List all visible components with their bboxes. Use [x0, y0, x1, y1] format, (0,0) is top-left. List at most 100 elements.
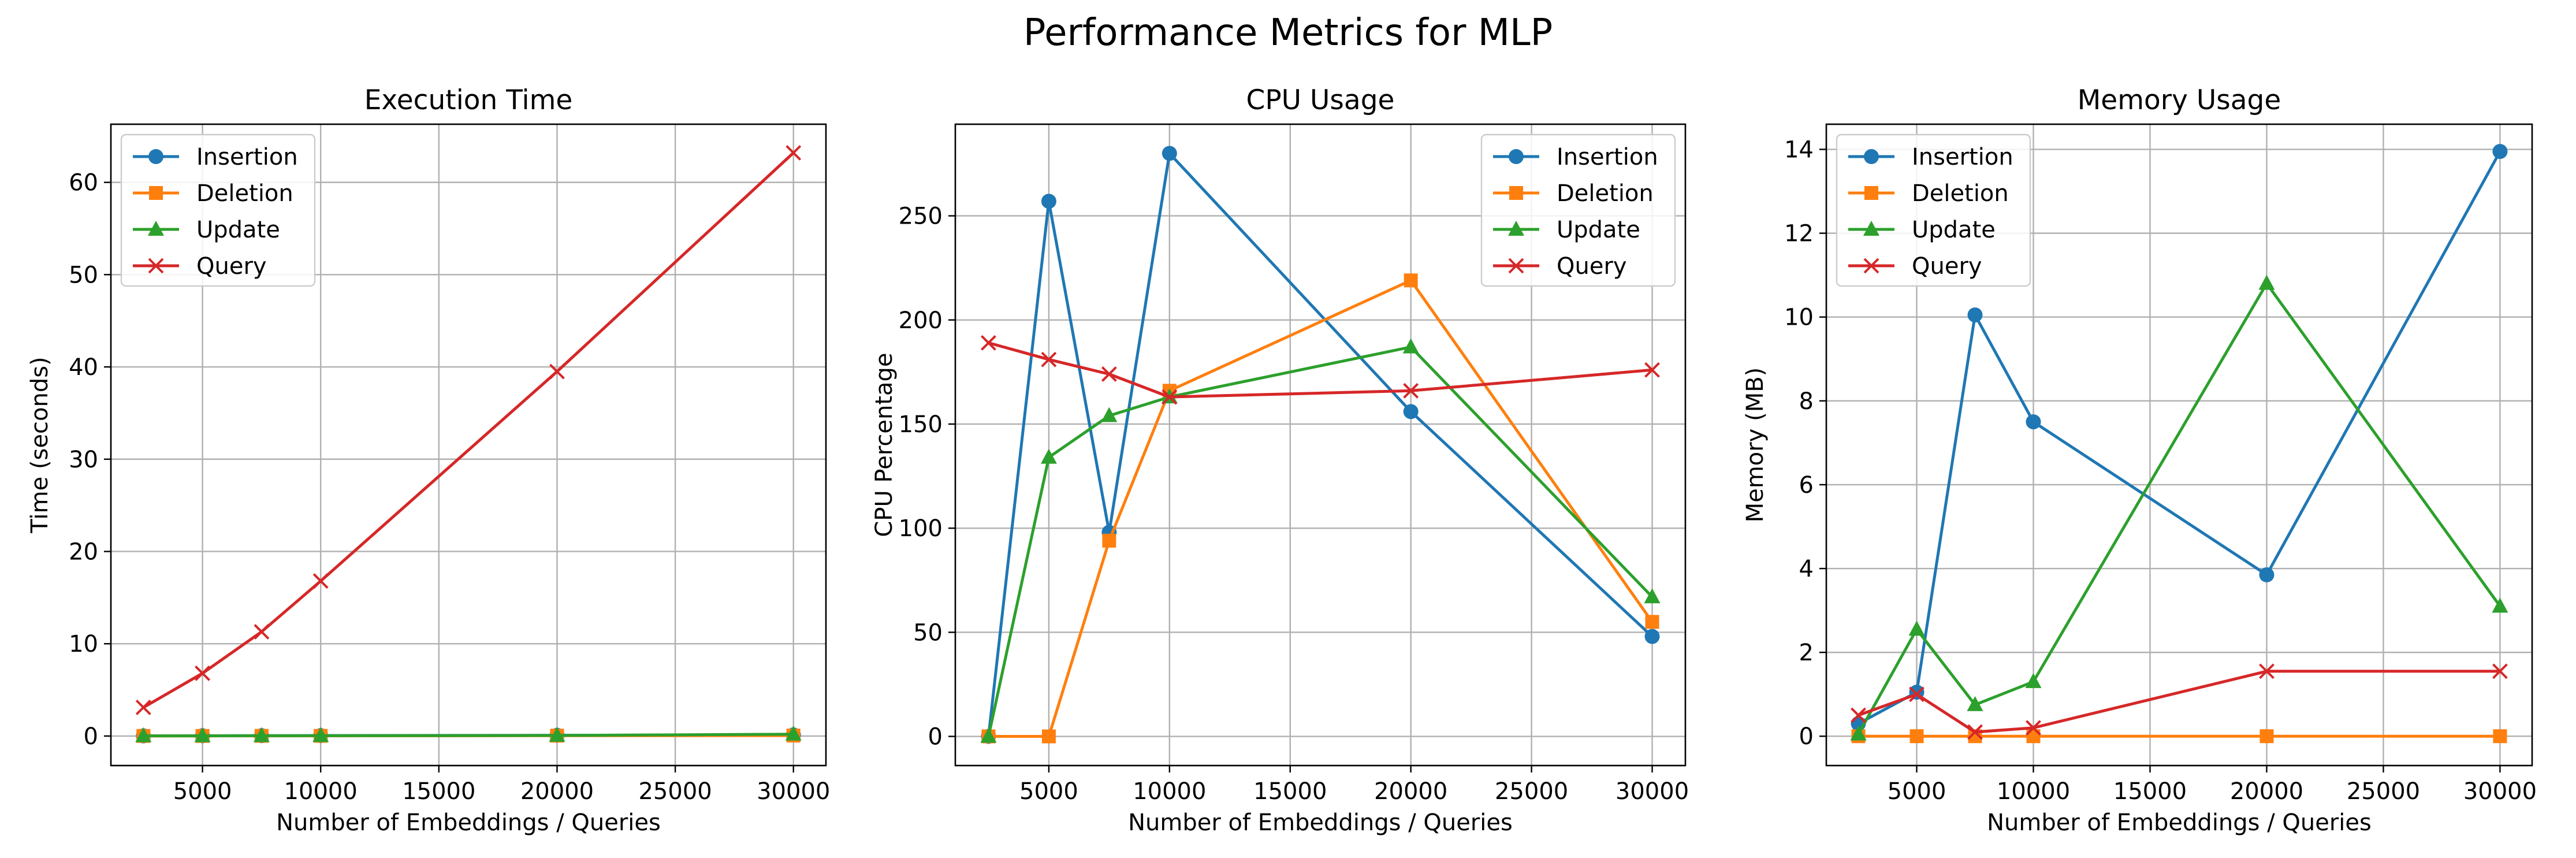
y-tick-label: 10 — [69, 631, 98, 658]
x-tick-label: 15000 — [402, 778, 475, 805]
data-point-update — [253, 727, 270, 742]
subplots: 5000 10000 15000 20000 25000 3000001020304050… — [27, 84, 2537, 836]
chart-memory-usage-legend: Insertion Deletion Update Query — [1836, 133, 2031, 287]
legend-marker-query — [1508, 258, 1524, 274]
data-point-update — [1967, 696, 1983, 711]
y-tick-label: 150 — [899, 411, 943, 438]
data-point-query — [549, 363, 565, 380]
chart-cpu-usage-legend: Insertion Deletion Update Query — [1480, 133, 1676, 287]
chart-execution-time-legend: Insertion Deletion Update Query — [120, 133, 316, 287]
x-tick-label: 5000 — [1019, 778, 1078, 805]
legend-label-deletion: Deletion — [196, 180, 293, 207]
x-tick-label: 25000 — [2347, 778, 2420, 805]
x-tick-label: 20000 — [1374, 778, 1447, 805]
data-point-update — [980, 727, 997, 743]
data-point-update — [135, 727, 152, 742]
data-point-query — [1101, 366, 1117, 382]
chart-cpu-usage-panel: 5000 10000 15000 20000 25000 30000 0 50 100 150 20… — [871, 84, 1689, 836]
y-tick-label: 200 — [899, 307, 943, 334]
legend-marker-query — [1863, 258, 1879, 274]
series-line-deletion — [988, 278, 1654, 738]
data-point-query — [2259, 663, 2275, 679]
y-tick-label: 14 — [1784, 137, 1814, 164]
data-point-query — [195, 665, 211, 681]
data-point-query — [2492, 663, 2508, 679]
data-point-query — [1967, 724, 1983, 740]
chart-cpu-usage-axes-frame — [954, 123, 1687, 767]
y-tick-label: 50 — [69, 262, 98, 288]
data-point-query — [135, 699, 151, 715]
y-tick-label: 50 — [913, 619, 943, 646]
data-point-deletion — [1909, 729, 1924, 744]
y-tick-label: 100 — [899, 515, 943, 542]
chart-memory-usage-series-update — [1850, 274, 2508, 741]
data-point-deletion — [2493, 729, 2507, 744]
data-point-deletion — [2259, 729, 2274, 744]
chart-memory-usage-series-query — [1851, 663, 2508, 740]
series-line-query — [1857, 670, 2500, 734]
data-point-update — [2025, 673, 2042, 688]
y-tick-label: 20 — [69, 538, 98, 565]
legend-marker-update — [1863, 221, 1879, 236]
legend-box — [1480, 133, 1676, 287]
x-tick-label: 20000 — [520, 778, 594, 805]
data-point-query — [312, 573, 329, 589]
data-point-update — [549, 726, 565, 742]
x-tick-label: 10000 — [1133, 778, 1206, 805]
chart-cpu-usage-title: CPU Usage — [1246, 84, 1395, 116]
x-tick-label: 30000 — [1615, 778, 1689, 805]
y-tick-label: 0 — [928, 724, 943, 751]
legend-label-query: Query — [1912, 253, 1982, 280]
series-line-query — [143, 151, 795, 709]
x-tick-label: 5000 — [173, 778, 232, 805]
legend-marker-update — [1508, 221, 1524, 236]
y-tick-label: 8 — [1799, 388, 1814, 415]
data-point-insertion — [2259, 567, 2275, 582]
legend-label-update: Update — [1557, 217, 1640, 243]
data-point-update — [2258, 274, 2275, 290]
x-tick-label: 5000 — [1888, 778, 1946, 805]
chart-memory-usage-x-axis-label: Number of Embeddings / Queries — [1987, 809, 2372, 836]
y-tick-label: 4 — [1799, 556, 1814, 582]
data-point-query — [786, 145, 802, 161]
legend-marker-insertion — [1509, 149, 1524, 164]
y-tick-label: 0 — [1799, 723, 1814, 750]
legend-label-deletion: Deletion — [1912, 180, 2009, 207]
data-point-update — [2492, 597, 2508, 613]
legend-label-query: Query — [196, 253, 267, 280]
data-point-query — [254, 624, 270, 640]
legend-marker-update — [148, 221, 164, 236]
data-point-insertion — [1644, 629, 1660, 644]
data-point-insertion — [2492, 144, 2508, 159]
data-point-update — [1101, 407, 1118, 422]
x-tick-label: 25000 — [638, 778, 712, 805]
legend-box — [120, 133, 316, 287]
data-point-update — [1402, 338, 1419, 354]
data-point-update — [1040, 448, 1057, 464]
legend-marker-insertion — [148, 149, 163, 164]
chart-cpu-usage-x-axis-label: Number of Embeddings / Queries — [1128, 809, 1513, 836]
y-tick-label: 60 — [69, 170, 98, 196]
chart-memory-usage-title: Memory Usage — [2078, 84, 2281, 116]
x-tick-label: 15000 — [1253, 778, 1327, 805]
series-line-update — [1857, 282, 2501, 735]
data-point-deletion — [1645, 615, 1659, 629]
chart-execution-time-x-axis-label: Number of Embeddings / Queries — [276, 809, 661, 836]
series-line-query — [988, 341, 1652, 399]
chart-memory-usage-axes-frame — [1825, 123, 2533, 767]
legend-box — [1836, 133, 2031, 287]
y-tick-label: 40 — [69, 354, 98, 381]
chart-cpu-usage-series-query — [981, 335, 1660, 405]
x-tick-label: 20000 — [2230, 778, 2303, 805]
data-point-insertion — [1162, 146, 1177, 161]
legend-marker-deletion — [1864, 186, 1878, 200]
chart-execution-time-panel: 5000 10000 15000 20000 25000 30000 0 10 20 30 40 50… — [27, 84, 830, 836]
legend-label-insertion: Insertion — [1912, 144, 2013, 170]
legend-label-deletion: Deletion — [1557, 180, 1654, 207]
y-tick-label: 12 — [1784, 221, 1814, 247]
data-point-insertion — [2026, 414, 2041, 430]
data-point-deletion — [1102, 533, 1116, 548]
y-tick-label: 6 — [1799, 472, 1814, 499]
data-point-insertion — [1041, 194, 1056, 209]
